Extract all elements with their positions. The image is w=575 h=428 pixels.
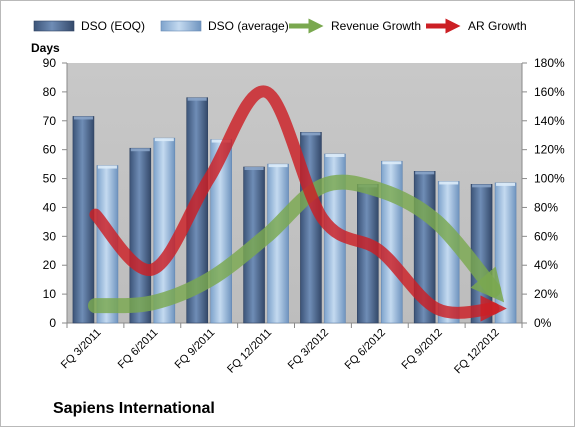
- x-tick-label: FQ 6/2011: [116, 327, 161, 372]
- y-left-tick-label: 0: [49, 316, 56, 330]
- x-tick-label: FQ 9/2012: [400, 327, 445, 372]
- y-left-tick-label: 70: [43, 114, 57, 128]
- y-left-tick-label: 90: [43, 56, 57, 70]
- y-left-axis-title: Days: [31, 41, 60, 55]
- legend-label-dso-eoq: DSO (EOQ): [81, 19, 145, 33]
- y-right-tick-label: 180%: [534, 56, 565, 70]
- y-right-tick-label: 0%: [534, 316, 552, 330]
- footer-title: Sapiens International: [53, 400, 215, 417]
- y-right-tick-label: 80%: [534, 200, 558, 214]
- x-tick-label: FQ 9/2011: [173, 327, 218, 372]
- x-tick-label: FQ 12/2012: [452, 327, 502, 377]
- legend-swatch-dso-average: [160, 20, 202, 32]
- bar-cap-dso-average: [382, 161, 402, 165]
- bar-cap-dso-average: [439, 181, 459, 185]
- x-tick-label: FQ 12/2011: [225, 327, 274, 376]
- trend-ar-growth: [89, 85, 507, 322]
- y-right-tick-label: 20%: [534, 287, 558, 301]
- bar-dso-average: [267, 163, 289, 324]
- y-left-tick-label: 80: [43, 85, 57, 99]
- bar-cap-dso-eoq: [472, 184, 492, 188]
- x-axis-labels: FQ 3/2011 FQ 6/2011 FQ 9/2011 FQ 12/2011 FQ …: [59, 323, 523, 377]
- y-right-ticks: 0% 20% 40% 60% 80% 100% 120% 140% 160% 180%: [522, 56, 565, 330]
- bar-cap-dso-eoq: [301, 132, 321, 136]
- legend-swatch-dso-eoq: [33, 20, 75, 32]
- bar-cap-dso-eoq: [244, 167, 264, 170]
- bar-cap-dso-eoq: [130, 148, 150, 152]
- y-right-tick-label: 160%: [534, 85, 565, 99]
- legend-label-ar-growth: AR Growth: [468, 19, 527, 33]
- y-right-tick-label: 60%: [534, 229, 558, 243]
- y-left-tick-label: 10: [43, 287, 57, 301]
- y-right-tick-label: 100%: [534, 172, 565, 186]
- trend-series: [87, 85, 507, 322]
- bar-cap-dso-eoq: [415, 171, 435, 175]
- legend-label-dso-average: DSO (average): [208, 19, 289, 33]
- y-left-tick-label: 40: [43, 200, 57, 214]
- y-left-ticks: 0 10 20 30 40 50 60 70 80 90: [43, 56, 67, 330]
- x-tick-label: FQ 3/2011: [59, 327, 104, 372]
- bar-cap-dso-average: [325, 154, 345, 157]
- y-right-tick-label: 120%: [534, 143, 565, 157]
- bar-cap-dso-eoq: [187, 97, 207, 101]
- bar-dso-eoq: [72, 116, 95, 324]
- bar-cap-dso-average: [496, 182, 516, 186]
- x-tick-label: FQ 3/2012: [286, 327, 331, 372]
- y-right-tick-label: 140%: [534, 114, 565, 128]
- y-left-tick-label: 50: [43, 172, 57, 186]
- legend: DSO (EOQ) DSO (average) Revenue Growth AR G…: [33, 18, 527, 34]
- y-left-tick-label: 60: [43, 143, 57, 157]
- y-left-tick-label: 20: [43, 258, 57, 272]
- y-left-tick-label: 30: [43, 229, 57, 243]
- bar-cap-dso-average: [268, 164, 288, 168]
- y-right-tick-label: 40%: [534, 258, 558, 272]
- x-tick-label: FQ 6/2012: [343, 327, 388, 372]
- bar-cap-dso-average: [97, 165, 117, 169]
- trend-revenue-growth: [87, 174, 505, 314]
- bar-dso-average: [494, 182, 517, 324]
- bar-cap-dso-average: [211, 139, 231, 143]
- bar-cap-dso-average: [154, 138, 174, 142]
- legend-label-revenue-growth: Revenue Growth: [331, 19, 421, 33]
- bar-cap-dso-eoq: [73, 116, 93, 120]
